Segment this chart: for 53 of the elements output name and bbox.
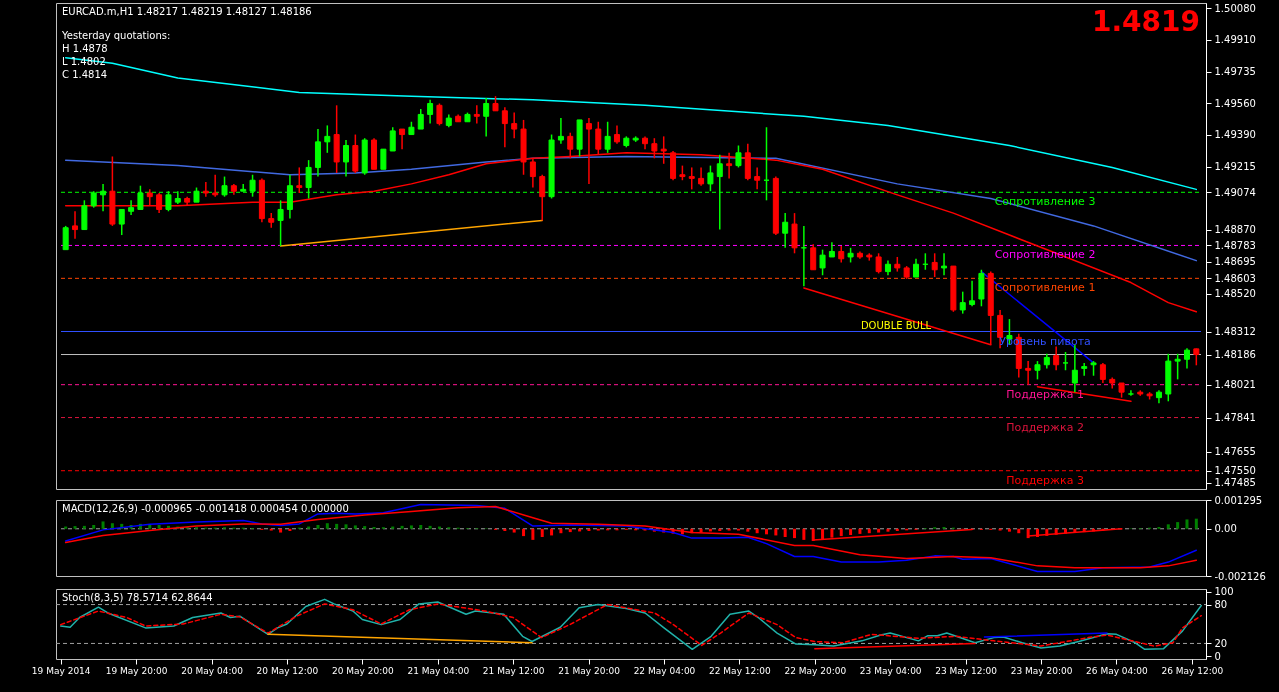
y-tick-label: 1.48021 bbox=[1214, 379, 1256, 391]
annotation: Yesterday quotations: bbox=[61, 30, 171, 41]
ref-line-label: Поддержка 1 bbox=[1006, 387, 1084, 401]
chart-title: EURCAD.m,H1 1.48217 1.48219 1.48127 1.48186 bbox=[62, 6, 312, 17]
ref-line-label: Поддержка 2 bbox=[1006, 420, 1084, 434]
chart-title: Stoch(8,3,5) 78.5714 62.8644 bbox=[62, 592, 213, 603]
y-tick-label: 0.00 bbox=[1214, 523, 1237, 535]
x-tick-label: 22 May 12:00 bbox=[709, 665, 772, 676]
y-tick-label: 1.49074 bbox=[1214, 186, 1256, 198]
x-tick-label: 22 May 04:00 bbox=[633, 665, 696, 676]
annotation: DOUBLE BULL bbox=[860, 320, 932, 331]
y-tick-label: -0.002126 bbox=[1214, 570, 1266, 582]
y-tick-label: 1.47485 bbox=[1214, 477, 1256, 489]
y-tick-label: 1.48603 bbox=[1214, 272, 1256, 284]
ref-line-label: Поддержка 3 bbox=[1006, 473, 1084, 487]
y-tick-label: 20 bbox=[1214, 637, 1228, 649]
x-tick-label: 21 May 12:00 bbox=[482, 665, 545, 676]
y-tick-label: 1.47655 bbox=[1214, 446, 1256, 458]
y-tick-label: 1.48870 bbox=[1214, 224, 1256, 236]
y-tick-label: 0.001295 bbox=[1214, 494, 1263, 506]
y-tick-label: 1.48312 bbox=[1214, 326, 1256, 338]
x-tick-label: 19 May 2014 bbox=[31, 665, 91, 676]
x-tick-label: 19 May 20:00 bbox=[105, 665, 168, 676]
annotation: C 1.4814 bbox=[62, 69, 108, 80]
y-tick-label: 1.48695 bbox=[1214, 256, 1256, 268]
y-tick-label: 1.48783 bbox=[1214, 239, 1256, 251]
y-tick-label: 1.48520 bbox=[1214, 288, 1256, 299]
y-tick-label: 1.49215 bbox=[1214, 161, 1256, 173]
y-tick-label: 1.47550 bbox=[1214, 465, 1256, 477]
x-tick-label: 20 May 12:00 bbox=[256, 665, 319, 676]
x-tick-label: 21 May 20:00 bbox=[558, 665, 621, 676]
x-tick-label: 26 May 04:00 bbox=[1086, 665, 1149, 676]
x-tick-label: 20 May 04:00 bbox=[181, 665, 244, 676]
x-tick-label: 23 May 12:00 bbox=[935, 665, 998, 676]
annotation: H 1.4878 bbox=[62, 43, 108, 54]
x-tick-label: 23 May 20:00 bbox=[1010, 665, 1073, 676]
x-tick-label: 22 May 20:00 bbox=[784, 665, 847, 676]
y-tick-label: 1.49390 bbox=[1214, 129, 1256, 141]
y-tick-label: 1.49910 bbox=[1214, 34, 1256, 46]
x-tick-label: 23 May 04:00 bbox=[859, 665, 922, 676]
x-tick-label: 26 May 12:00 bbox=[1161, 665, 1224, 676]
chart-title: MACD(12,26,9) -0.000965 -0.001418 0.000454 0.000000 bbox=[62, 503, 349, 514]
chart-subtitle: 1.4819 bbox=[1091, 5, 1200, 38]
y-tick-label: 0 bbox=[1214, 650, 1221, 662]
y-tick-label: 100 bbox=[1214, 586, 1234, 598]
y-tick-label: 1.50080 bbox=[1214, 2, 1256, 14]
x-tick-label: 20 May 20:00 bbox=[331, 665, 394, 676]
x-tick-label: 21 May 04:00 bbox=[407, 665, 470, 676]
y-tick-label: 1.47841 bbox=[1214, 412, 1256, 424]
y-tick-label: 1.49560 bbox=[1214, 97, 1256, 109]
y-tick-label: 1.49735 bbox=[1214, 66, 1256, 78]
y-tick-label: 1.48186 bbox=[1214, 349, 1256, 361]
y-tick-label: 80 bbox=[1214, 599, 1228, 611]
